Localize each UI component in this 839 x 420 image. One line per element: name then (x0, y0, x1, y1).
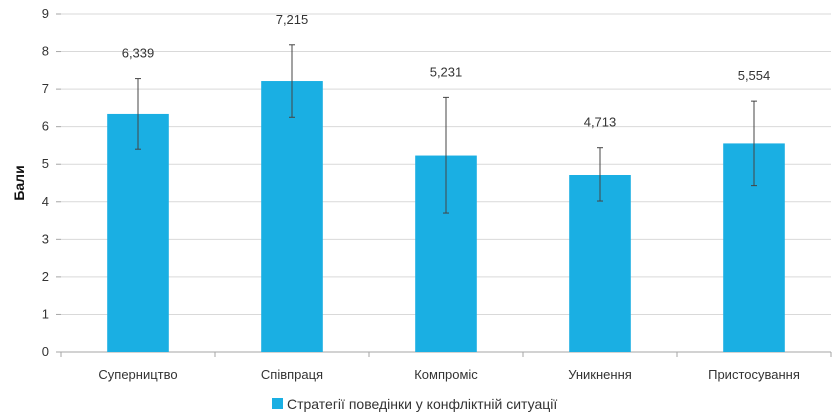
x-category-label: Компроміс (414, 367, 478, 382)
data-label: 6,339 (122, 46, 155, 61)
x-category-label: Пристосування (708, 367, 800, 382)
y-tick-label: 6 (42, 119, 49, 134)
y-tick-label: 9 (42, 6, 49, 21)
legend: Стратегії поведінки у конфліктній ситуац… (272, 396, 557, 412)
data-label: 4,713 (584, 115, 617, 130)
bars (107, 81, 785, 352)
y-tick-label: 2 (42, 269, 49, 284)
legend-label: Стратегії поведінки у конфліктній ситуац… (287, 396, 557, 412)
x-axis-categories: Суперництво Співпраця Компроміс Уникнення Пр… (60, 352, 832, 382)
y-tick-label: 7 (42, 81, 49, 96)
error-bars (135, 44, 757, 214)
data-label: 7,215 (276, 12, 309, 27)
bar (107, 113, 169, 352)
y-tick-label: 1 (42, 306, 49, 321)
x-category-label: Уникнення (568, 367, 632, 382)
y-axis-title: Бали (11, 165, 27, 200)
y-tick-label: 8 (42, 44, 49, 59)
y-tick-label: 0 (42, 344, 49, 359)
x-category-label: Співпраця (261, 367, 323, 382)
y-tick-label: 5 (42, 156, 49, 171)
y-axis-ticks: 0 1 2 3 4 5 6 7 8 9 (42, 6, 61, 359)
y-tick-label: 4 (42, 194, 49, 209)
legend-swatch (272, 398, 283, 409)
x-category-label: Суперництво (98, 367, 177, 382)
y-tick-label: 3 (42, 231, 49, 246)
data-labels: 6,339 7,215 5,231 4,713 5,554 (122, 12, 771, 130)
bar (261, 81, 323, 352)
bar (569, 175, 631, 352)
data-label: 5,231 (430, 64, 463, 79)
data-label: 5,554 (738, 68, 771, 83)
